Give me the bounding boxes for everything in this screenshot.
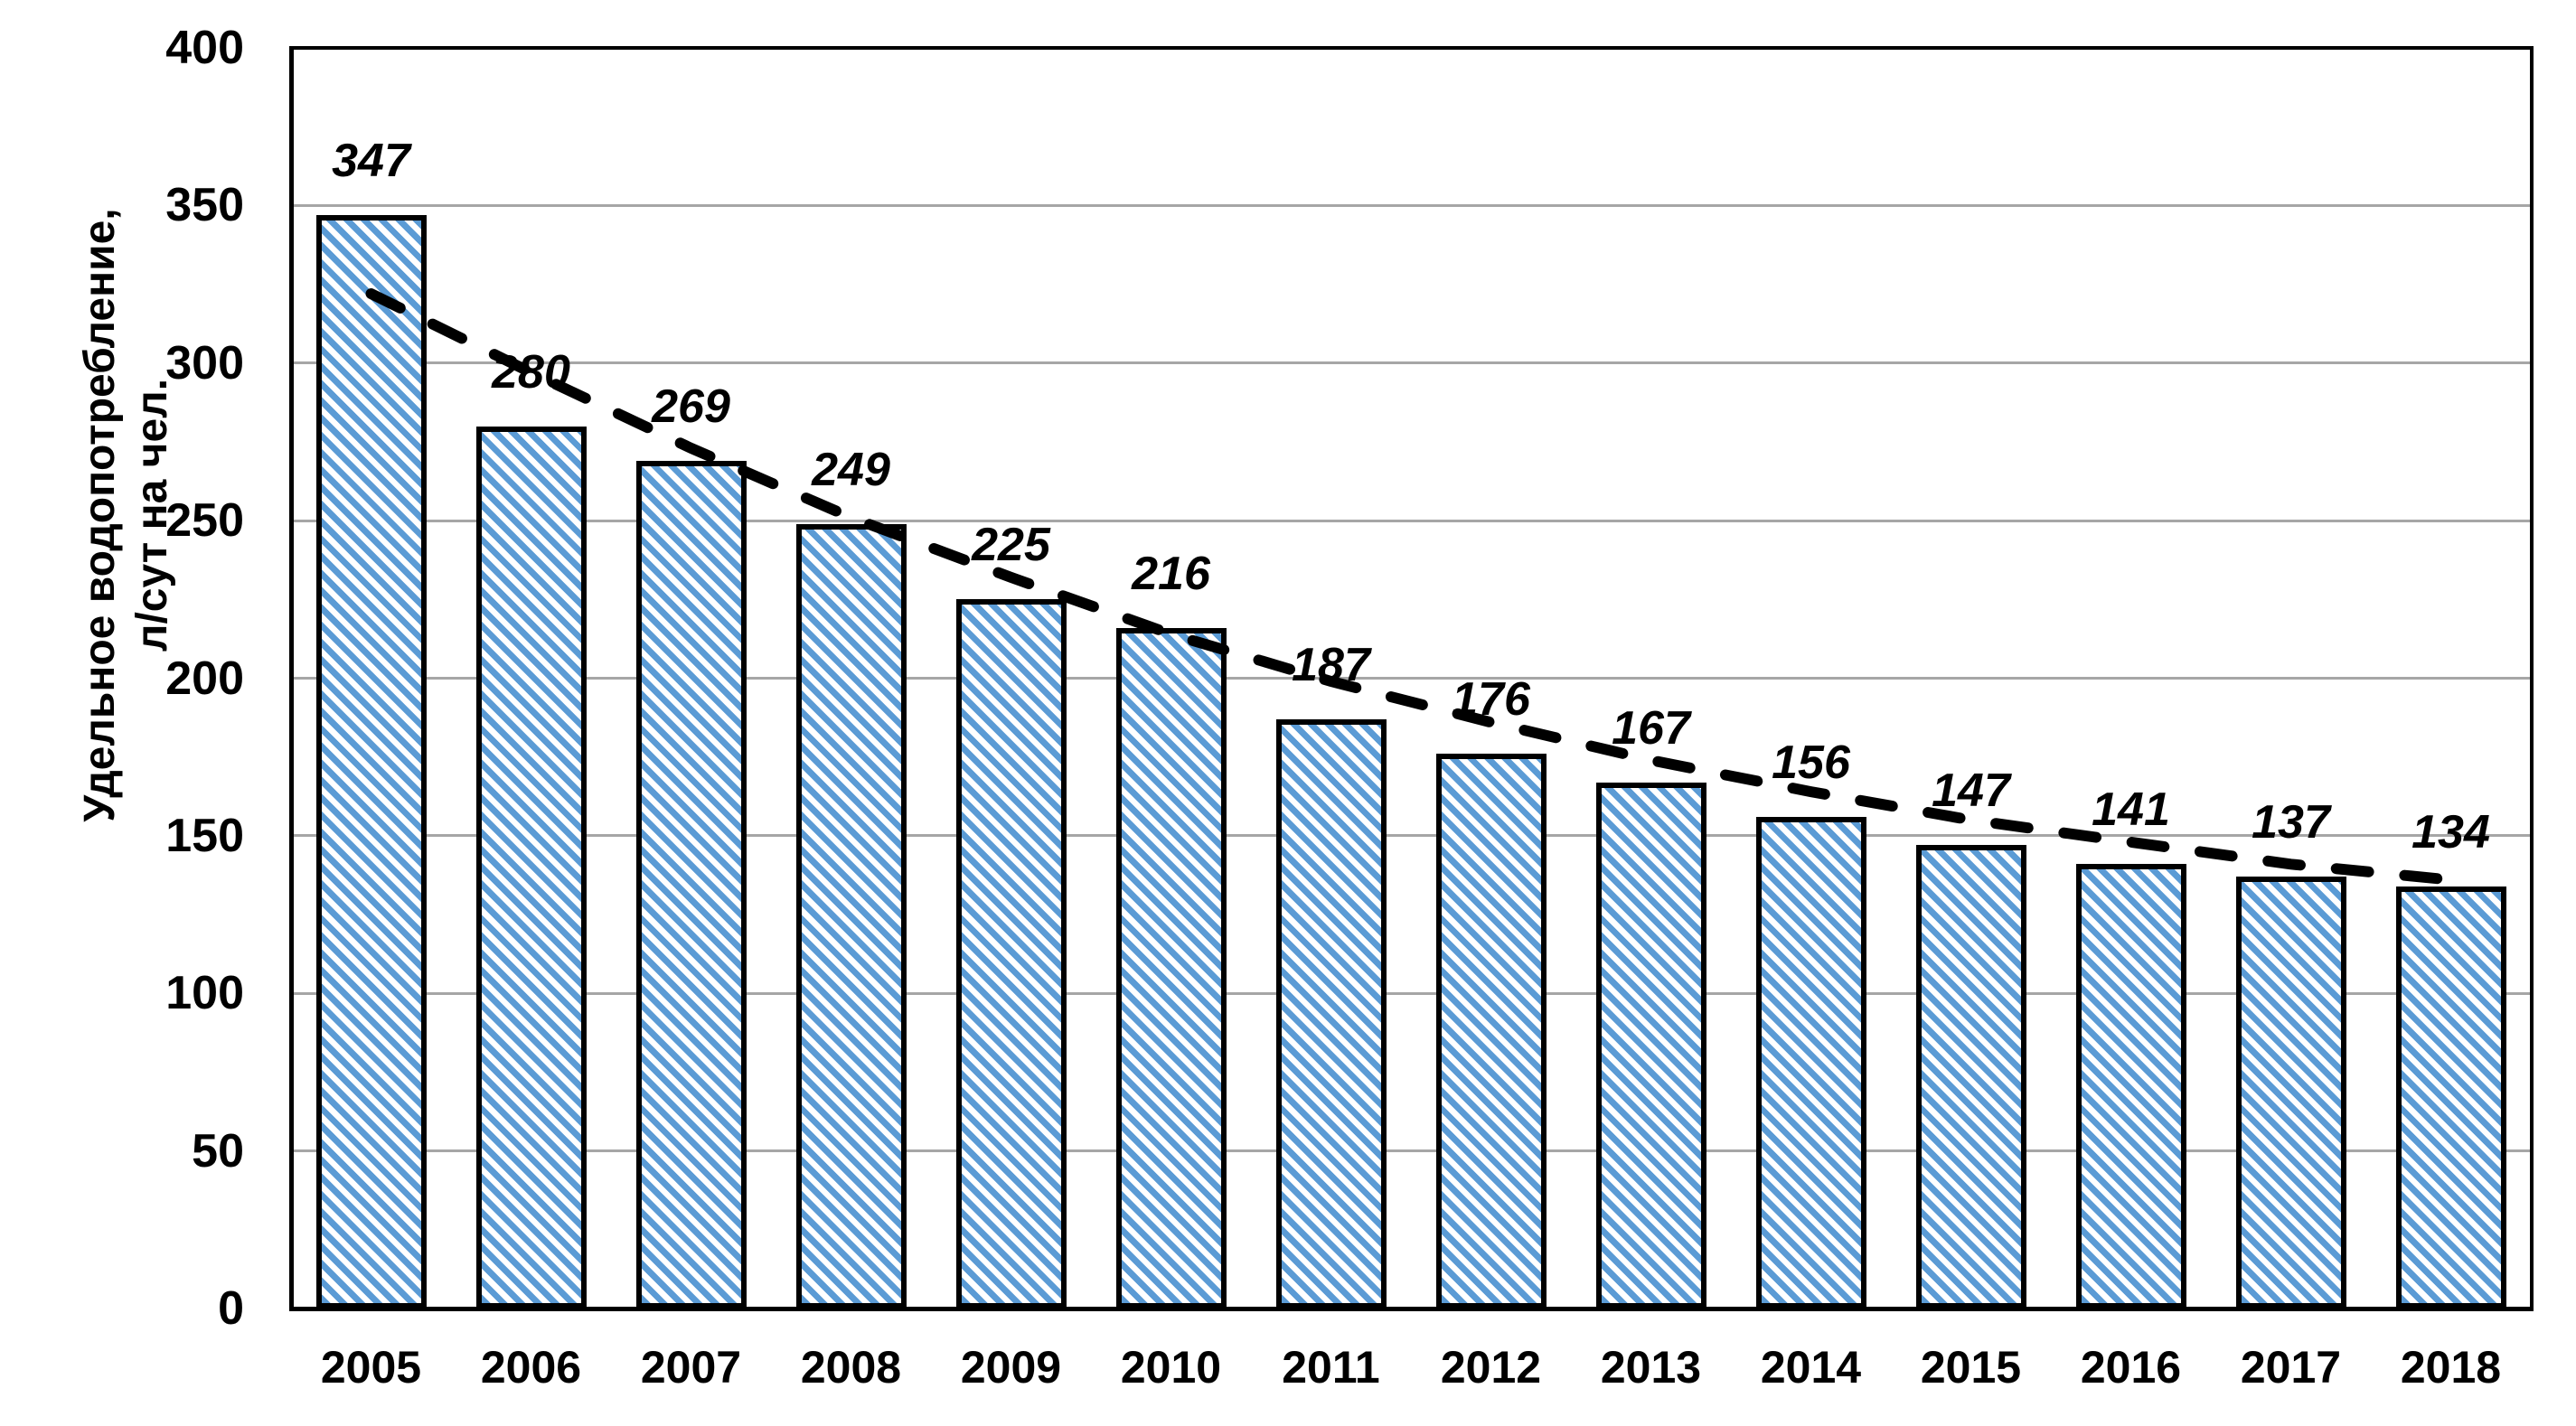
x-tick-label-2013: 2013 [1600,1342,1702,1393]
y-tick-label-0: 0 [218,1282,244,1335]
gridline-100 [291,991,2531,995]
y-tick-label-350: 350 [165,179,244,232]
y-tick-label-400: 400 [165,22,244,74]
gridline-50 [291,1149,2531,1153]
bar-2010 [1115,627,1227,1309]
bar-2015 [1915,845,2026,1309]
bar-2008 [795,523,907,1309]
x-tick-label-2005: 2005 [320,1342,422,1393]
x-tick-label-2008: 2008 [800,1342,902,1393]
x-tick-label-2017: 2017 [2240,1342,2342,1393]
bar-value-label-2005: 347 [332,134,410,187]
bar-2005 [315,214,427,1309]
x-tick-label-2011: 2011 [1282,1342,1380,1393]
bar-2018 [2395,886,2506,1309]
gridline-350 [291,203,2531,207]
bar-2009 [955,599,1067,1309]
x-tick-label-2014: 2014 [1760,1342,1862,1393]
bar-2012 [1435,754,1547,1309]
bar-2007 [635,460,747,1309]
bar-2017 [2235,877,2346,1309]
x-tick-label-2015: 2015 [1920,1342,2022,1393]
x-tick-label-2007: 2007 [640,1342,742,1393]
bar-value-label-2008: 249 [812,443,890,496]
bar-2016 [2075,864,2186,1309]
bar-value-label-2010: 216 [1132,547,1210,600]
y-tick-label-100: 100 [165,967,244,1020]
gridline-250 [291,519,2531,522]
bar-value-label-2018: 134 [2411,805,2490,858]
x-tick-label-2016: 2016 [2080,1342,2182,1393]
bar-2006 [475,426,587,1309]
bar-value-label-2007: 269 [652,380,730,433]
bar-2011 [1275,718,1387,1309]
y-tick-label-200: 200 [165,652,244,705]
x-tick-label-2009: 2009 [960,1342,1062,1393]
x-tick-label-2018: 2018 [2400,1342,2502,1393]
y-tick-label-50: 50 [192,1124,244,1177]
bar-2013 [1595,782,1706,1309]
bar-2014 [1755,816,1866,1309]
y-tick-label-300: 300 [165,336,244,389]
x-tick-label-2006: 2006 [480,1342,582,1393]
x-tick-label-2012: 2012 [1440,1342,1542,1393]
y-tick-label-250: 250 [165,494,244,548]
y-tick-label-150: 150 [165,809,244,862]
x-tick-label-2010: 2010 [1120,1342,1222,1393]
